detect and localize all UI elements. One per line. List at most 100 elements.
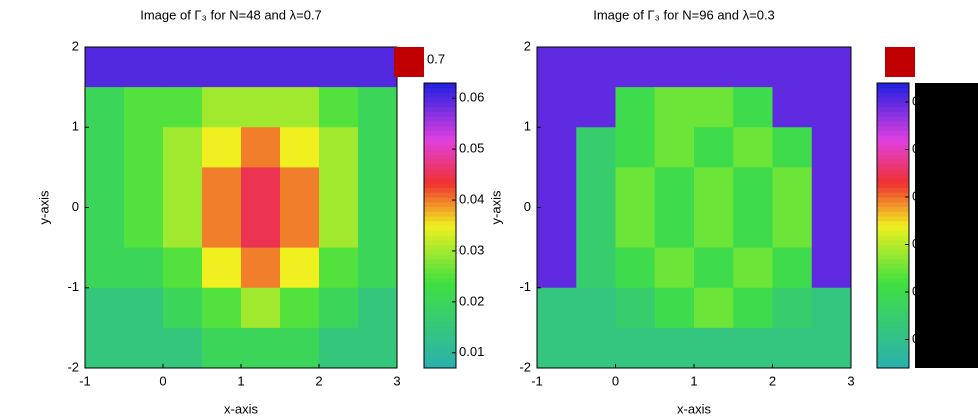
heatmap-cell xyxy=(537,287,577,329)
heatmap-cell xyxy=(163,207,203,249)
colorbar-strip xyxy=(424,235,456,241)
colorbar-strip xyxy=(877,83,909,89)
heatmap-cell xyxy=(576,87,616,128)
colorbar-tick-label: 0.05 xyxy=(459,141,484,156)
colorbar-strip xyxy=(877,140,909,146)
colorbar-strip xyxy=(877,182,909,188)
x-tick-label: 2 xyxy=(315,373,322,388)
colorbar-strip xyxy=(424,339,456,345)
colorbar-strip xyxy=(424,239,456,245)
heatmap-cell xyxy=(241,127,281,168)
heatmap-cell xyxy=(733,47,773,88)
heatmap-cell xyxy=(811,127,852,168)
annotation: 0.7 xyxy=(427,51,445,66)
colorbar-strip xyxy=(877,116,909,122)
colorbar-tick-label: 0.4 xyxy=(912,188,930,203)
heatmap-cell xyxy=(241,207,281,249)
heatmap-cell xyxy=(124,167,164,208)
heatmap-cell xyxy=(124,127,164,168)
chart-title: Image of Γ₃ for N=96 and λ=0.3 xyxy=(593,7,775,22)
heatmap-cell xyxy=(124,247,164,289)
colorbar-strip xyxy=(424,111,456,117)
heatmap-cell xyxy=(654,247,695,289)
colorbar-strip xyxy=(877,358,909,364)
colorbar-strip xyxy=(424,144,456,150)
heatmap-cell xyxy=(280,167,320,208)
heatmap-cell xyxy=(280,287,320,329)
colorbar-strip xyxy=(877,330,909,336)
colorbar-strip xyxy=(424,358,456,364)
heatmap-cell xyxy=(576,207,616,249)
heatmap-cell xyxy=(654,287,695,329)
heatmap-cell xyxy=(241,287,281,329)
glitch-strip xyxy=(915,83,978,368)
heatmap-cell xyxy=(576,247,616,289)
heatmap-cell xyxy=(811,47,852,88)
colorbar-strip xyxy=(424,258,456,264)
heatmap-cell xyxy=(358,327,398,369)
colorbar-tick-label: 0.06 xyxy=(459,90,484,105)
heatmap-cell xyxy=(358,87,398,128)
heatmap-cell xyxy=(319,87,359,128)
colorbar-strip xyxy=(877,230,909,236)
heatmap-cell xyxy=(319,47,359,88)
colorbar-strip xyxy=(424,363,456,369)
heatmap-cell xyxy=(694,87,734,128)
colorbar-strip xyxy=(424,306,456,312)
x-tick-label: 1 xyxy=(690,373,697,388)
colorbar-strip xyxy=(424,92,456,98)
y-tick-label: 0 xyxy=(524,199,531,214)
colorbar-strip xyxy=(424,301,456,307)
heatmap-cell xyxy=(772,47,813,88)
colorbar-strip xyxy=(877,249,909,255)
colorbar-strip xyxy=(424,130,456,136)
heatmap-cell xyxy=(319,167,359,208)
colorbar-strip xyxy=(877,363,909,369)
heatmap-cell xyxy=(694,127,734,168)
colorbar-strip xyxy=(424,121,456,127)
heatmap-cell xyxy=(654,167,695,208)
heatmap-cell xyxy=(202,287,242,329)
colorbar-strip xyxy=(877,273,909,279)
colorbar-strip xyxy=(424,320,456,326)
colorbar-strip xyxy=(877,144,909,150)
heatmap-cell xyxy=(163,47,203,88)
x-tick-label: 0 xyxy=(612,373,619,388)
colorbar-strip xyxy=(424,87,456,93)
colorbar-strip xyxy=(424,277,456,283)
colorbar-strip xyxy=(877,334,909,340)
colorbar-strip xyxy=(877,168,909,174)
colorbar-strip xyxy=(877,102,909,108)
colorbar-strip xyxy=(424,268,456,274)
heatmap-cell xyxy=(163,127,203,168)
heatmap-cell xyxy=(576,127,616,168)
colorbar-strip xyxy=(877,258,909,264)
heatmap-cell xyxy=(163,87,203,128)
heatmap-cell xyxy=(163,327,203,369)
colorbar-strip xyxy=(424,325,456,331)
y-tick-label: -1 xyxy=(67,279,79,294)
heatmap-cell xyxy=(124,87,164,128)
colorbar-strip xyxy=(877,301,909,307)
colorbar-strip xyxy=(424,102,456,108)
colorbar-strip xyxy=(877,163,909,169)
heatmap-cell xyxy=(772,327,813,369)
colorbar-strip xyxy=(877,254,909,260)
heatmap-cell xyxy=(241,247,281,289)
colorbar-tick-label: 0.02 xyxy=(459,293,484,308)
colorbar-strip xyxy=(877,296,909,302)
heatmap-cell xyxy=(694,167,734,208)
colorbar-strip xyxy=(877,220,909,226)
heatmap-cell xyxy=(85,327,125,369)
x-tick-label: 0 xyxy=(159,373,166,388)
colorbar-strip xyxy=(877,106,909,112)
heatmap-cell xyxy=(537,247,577,289)
x-tick-label: -1 xyxy=(531,373,543,388)
y-tick-label: 1 xyxy=(72,119,79,134)
colorbar-strip xyxy=(424,225,456,231)
colorbar-strip xyxy=(877,173,909,179)
x-tick-label: 1 xyxy=(237,373,244,388)
heatmap-cell xyxy=(241,87,281,128)
heatmap-cell xyxy=(124,327,164,369)
colorbar-strip xyxy=(424,135,456,141)
